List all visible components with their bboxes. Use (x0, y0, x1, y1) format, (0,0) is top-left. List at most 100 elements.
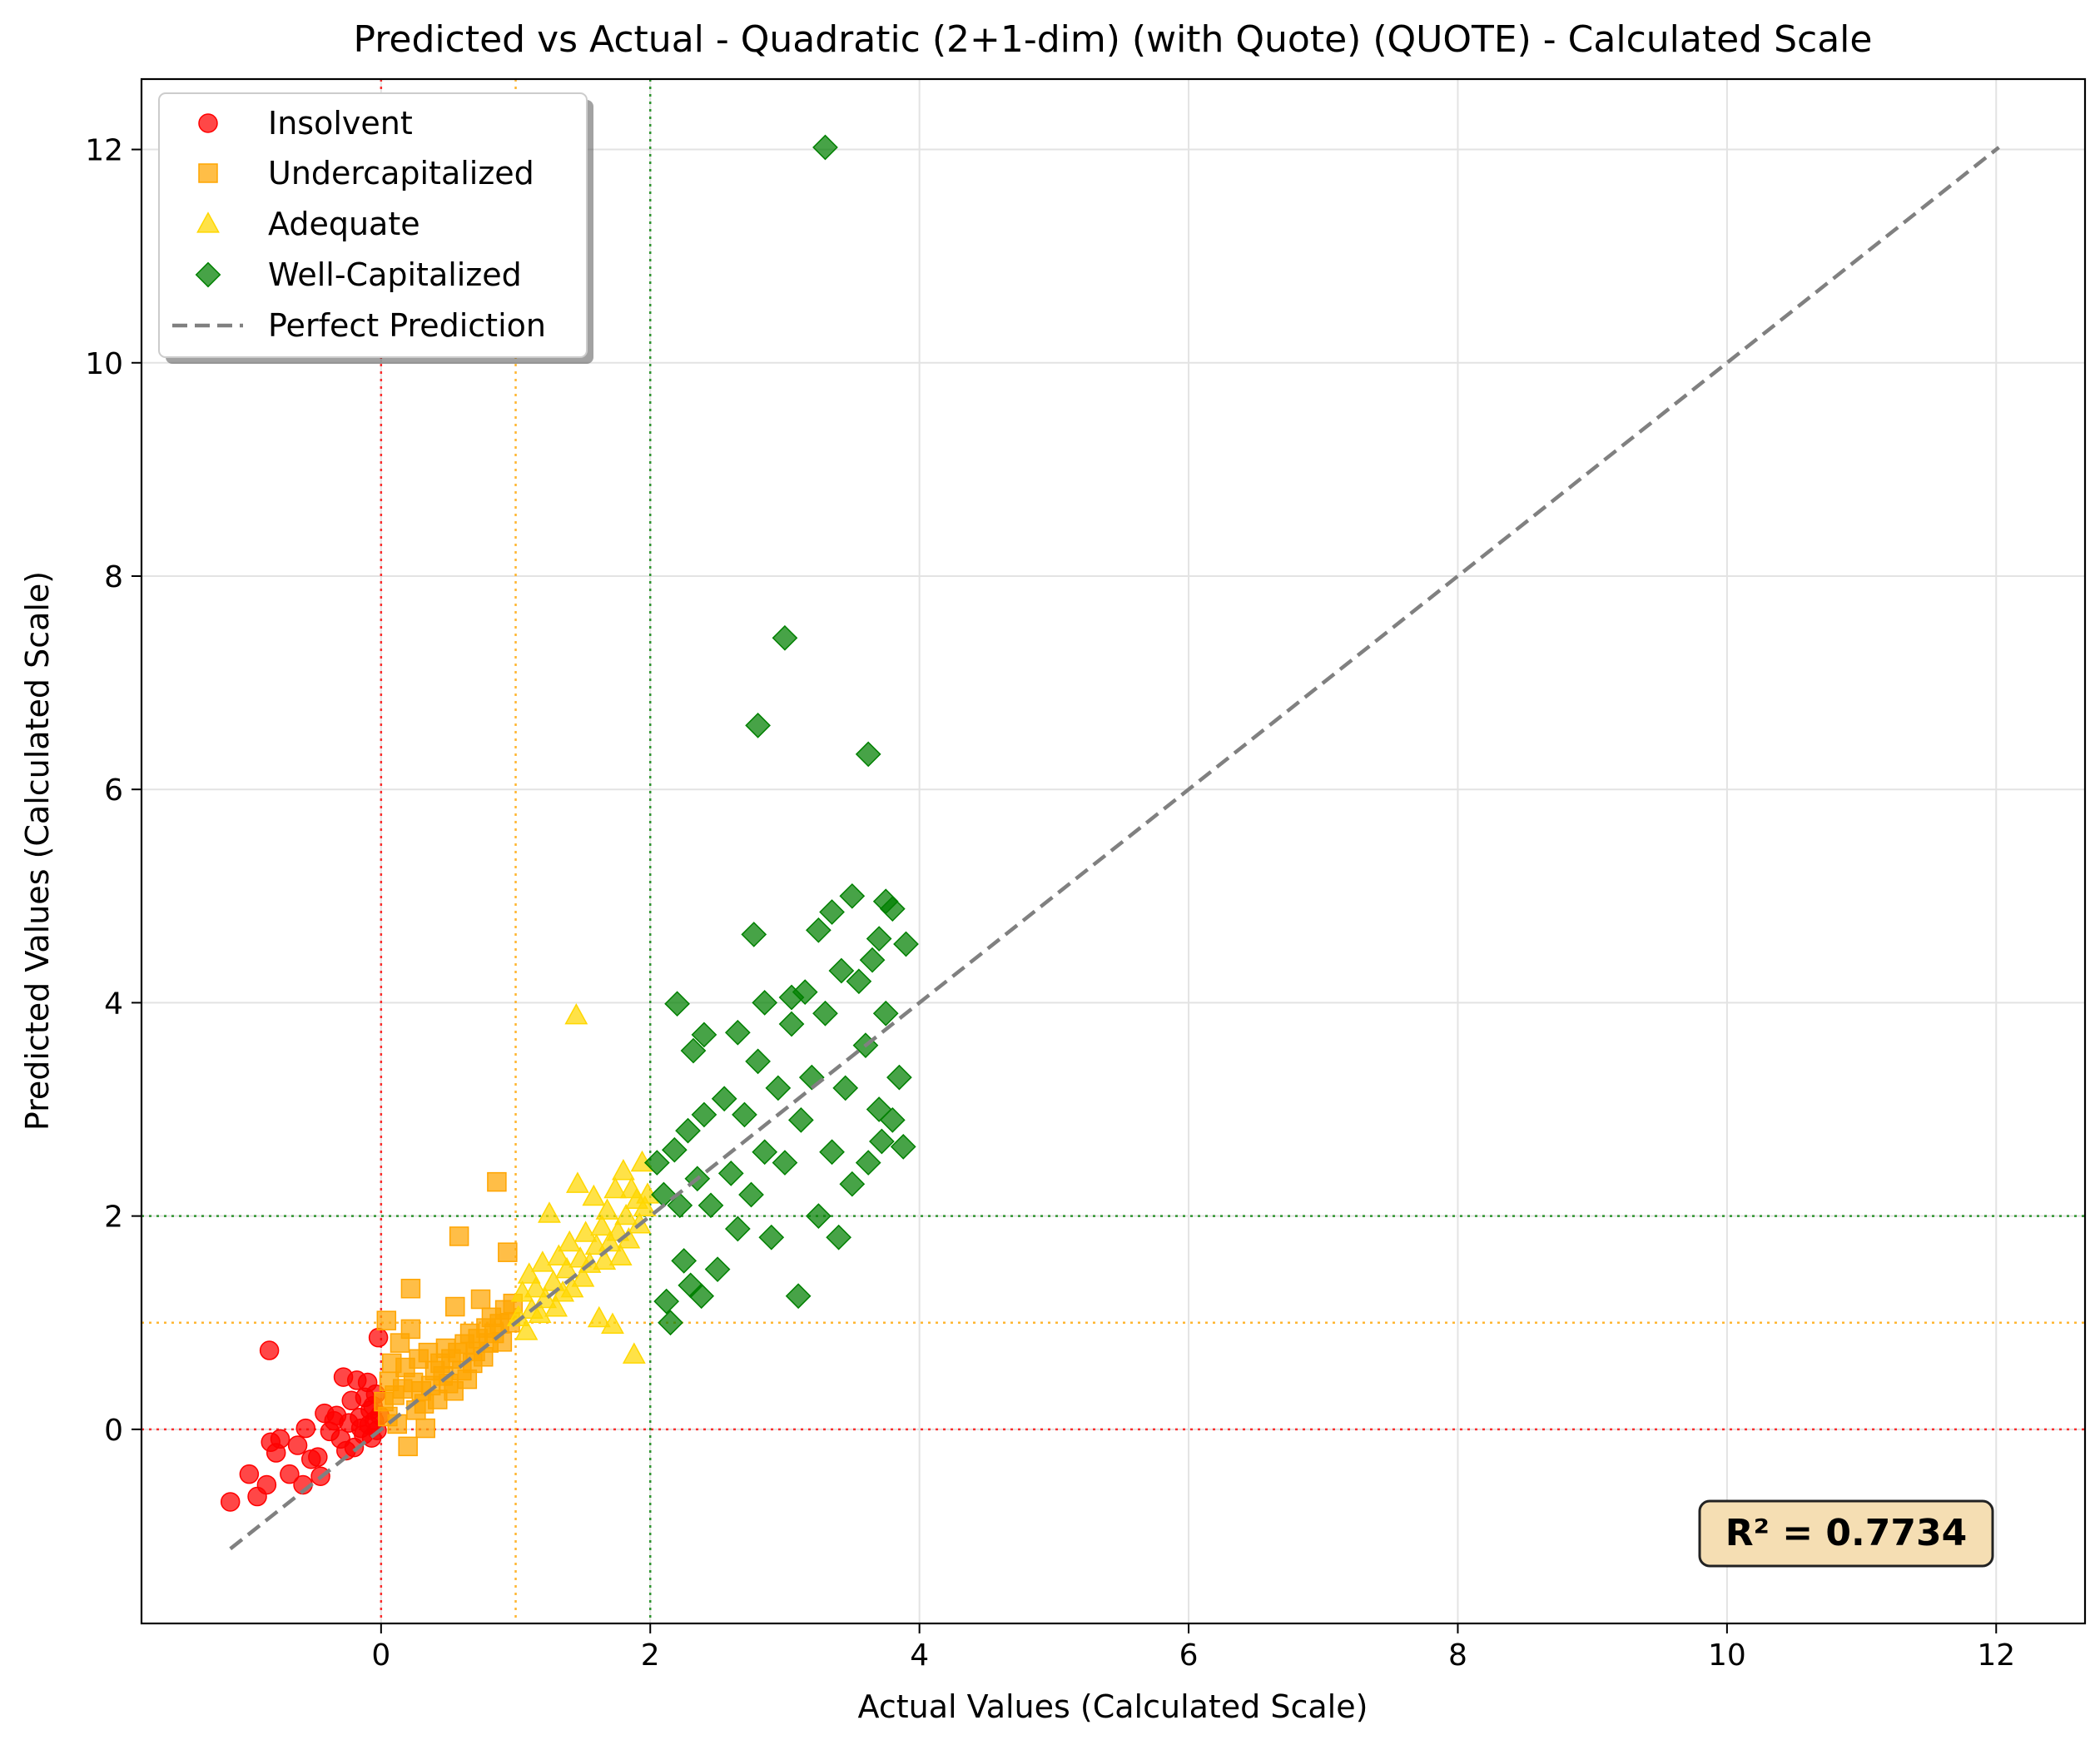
data-point (819, 1139, 845, 1166)
y-tick-label: 6 (104, 773, 123, 808)
data-point (514, 1319, 539, 1340)
data-point (772, 624, 798, 651)
data-point (812, 134, 838, 161)
data-point (608, 1244, 633, 1265)
data-point (239, 1464, 260, 1484)
data-point (787, 1106, 814, 1133)
data-point (566, 1171, 589, 1193)
data-point (295, 1418, 316, 1439)
data-point (859, 947, 886, 973)
data-point (839, 1171, 866, 1197)
data-point (732, 1101, 757, 1128)
data-point (778, 1011, 805, 1037)
data-point (368, 1327, 389, 1348)
legend-label: Undercapitalized (268, 155, 534, 191)
data-point (470, 1289, 491, 1310)
data-point (866, 926, 892, 952)
data-point (415, 1418, 435, 1439)
x-tick-label: 12 (1977, 1638, 2015, 1673)
data-point (611, 1159, 635, 1181)
x-tick-label: 8 (1448, 1638, 1467, 1673)
data-point (752, 990, 778, 1016)
data-point (717, 1161, 744, 1186)
data-point (528, 1301, 552, 1324)
data-point (658, 1310, 683, 1336)
plot-frame (140, 77, 2087, 1625)
data-point (806, 917, 832, 943)
data-point (498, 1242, 518, 1262)
data-point (855, 1150, 881, 1176)
data-point (256, 1474, 277, 1495)
legend-label: Insolvent (268, 105, 413, 142)
data-point (806, 1203, 832, 1229)
data-point (582, 1184, 606, 1206)
data-point (724, 1019, 751, 1046)
data-point (839, 882, 866, 909)
data-point (832, 1075, 859, 1101)
data-point (590, 1214, 613, 1236)
r-squared-text: R² = 0.7734 (1725, 1512, 1967, 1554)
data-point (573, 1221, 598, 1242)
data-point (400, 1278, 421, 1299)
data-point (765, 1075, 792, 1101)
data-point (398, 1436, 418, 1457)
data-point (280, 1464, 300, 1484)
y-tick-label: 2 (104, 1201, 123, 1235)
data-point (664, 991, 690, 1017)
data-point (308, 1447, 328, 1467)
data-point (571, 1265, 595, 1287)
data-point (601, 1312, 624, 1334)
data-point (400, 1319, 421, 1340)
x-tick-label: 2 (641, 1638, 660, 1673)
y-tick-label: 0 (104, 1414, 123, 1448)
data-point (738, 1181, 764, 1208)
data-points (220, 134, 919, 1512)
r-squared-annotation: R² = 0.7734 (1698, 1499, 1994, 1568)
series-insolvent (220, 1327, 390, 1512)
data-point (812, 1000, 838, 1027)
data-point (869, 1128, 895, 1155)
legend-label: Adequate (268, 206, 420, 242)
x-tick-label: 10 (1708, 1638, 1746, 1673)
data-point (745, 1048, 771, 1075)
data-point (220, 1492, 241, 1512)
data-point (879, 1106, 906, 1133)
data-point (855, 741, 881, 768)
threshold-lines (141, 79, 2085, 1623)
x-axis-label: Actual Values (Calculated Scale) (858, 1688, 1368, 1725)
y-tick-label: 10 (85, 347, 123, 381)
data-point (675, 1117, 701, 1144)
legend-box (158, 92, 588, 358)
data-point (555, 1256, 578, 1279)
data-point (564, 1003, 588, 1025)
data-point (785, 1283, 812, 1310)
x-axis-ticks: 0 2 4 6 8 10 12 (371, 1623, 2015, 1673)
legend-marker (198, 163, 218, 183)
data-point (595, 1198, 619, 1220)
legend-label: Perfect Prediction (268, 307, 546, 344)
data-point (643, 1150, 670, 1176)
data-point (772, 1150, 798, 1176)
data-point (741, 922, 767, 947)
data-point (819, 899, 845, 925)
data-point (724, 1216, 751, 1242)
y-axis-label: Predicted Values (Calculated Scale) (19, 571, 56, 1131)
data-point (614, 1203, 638, 1225)
data-point (517, 1262, 541, 1284)
data-point (530, 1250, 554, 1272)
legend-label: Well-Capitalized (268, 256, 522, 293)
data-point (680, 1037, 707, 1064)
data-point (828, 957, 855, 984)
legend-marker (198, 113, 218, 133)
data-point (547, 1244, 571, 1265)
perfect-prediction-line (229, 146, 2000, 1551)
data-point (890, 1133, 916, 1160)
data-point (270, 1429, 290, 1449)
legend: Insolvent Undercapitalized Adequate Well-Ca… (158, 92, 593, 364)
data-point (698, 1192, 724, 1219)
data-point (792, 979, 818, 1005)
data-point (633, 1195, 657, 1217)
y-tick-label: 4 (104, 987, 123, 1021)
data-point (872, 1000, 899, 1027)
data-point (886, 1064, 912, 1091)
